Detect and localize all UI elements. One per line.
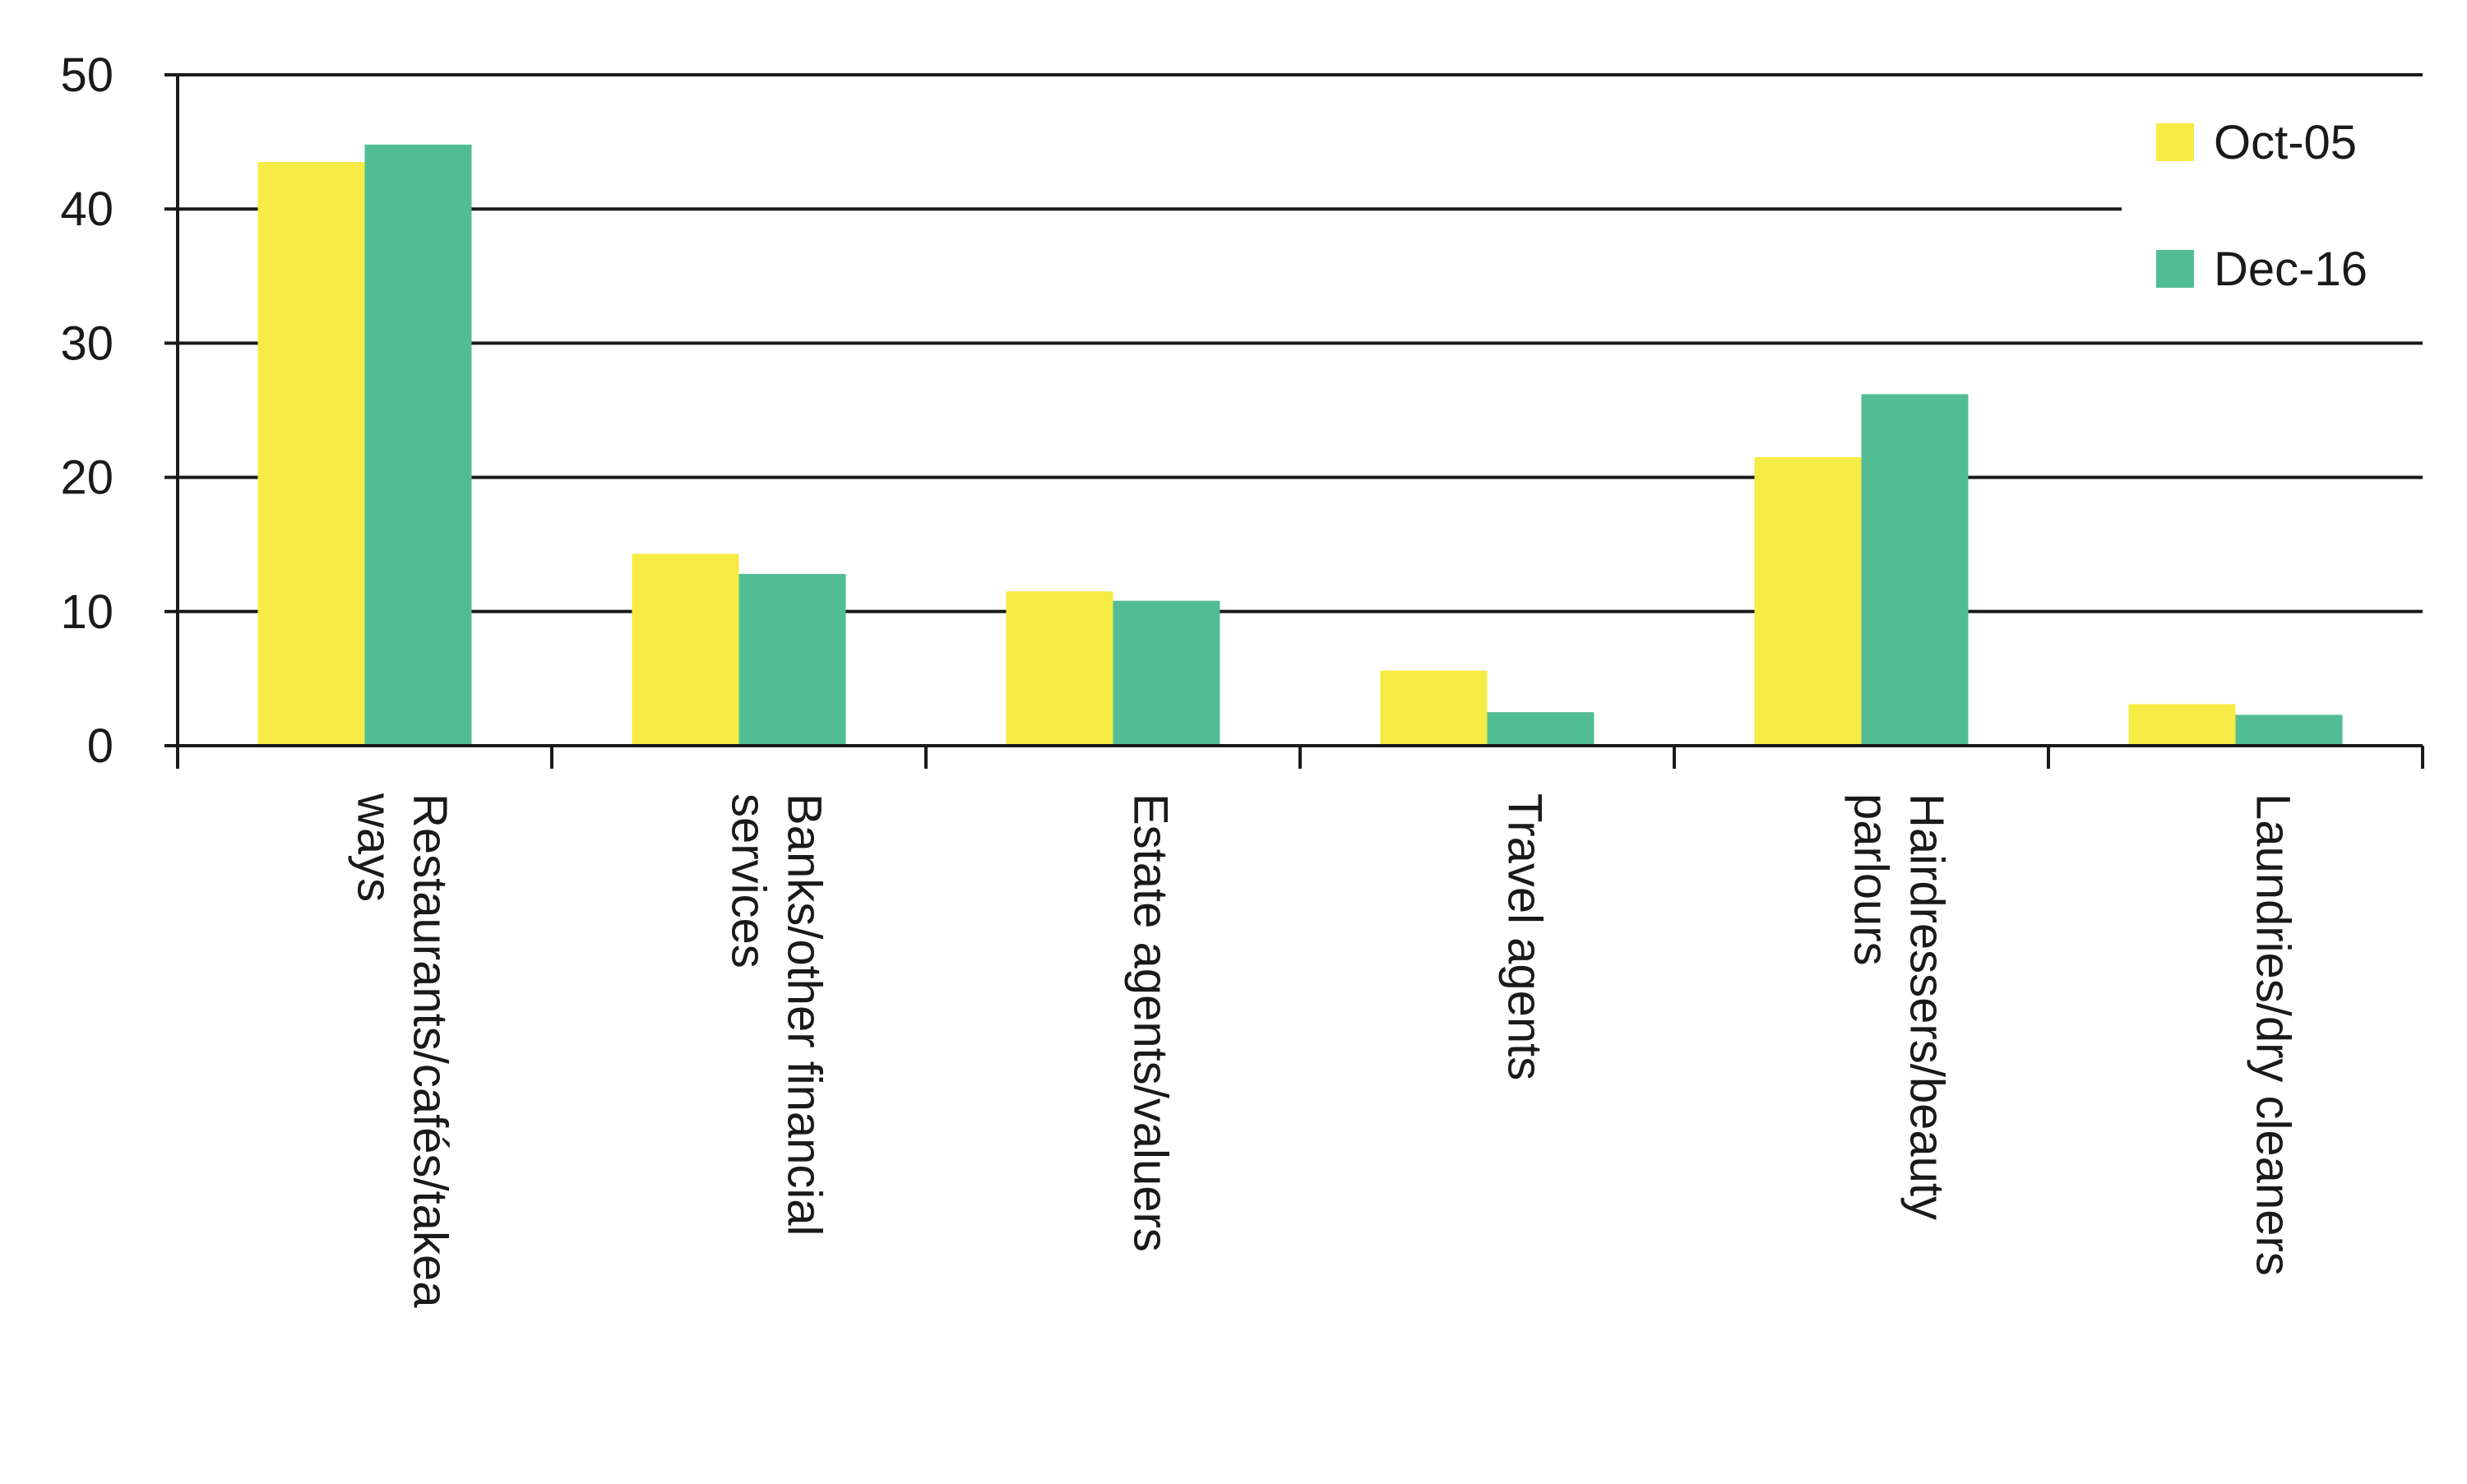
x-category-label-line: services	[722, 793, 775, 969]
bar	[632, 553, 739, 746]
bar	[1754, 457, 1862, 746]
x-category-label: Restaurants/cafés/takeaways	[348, 793, 457, 1308]
x-category-label-line: Hairdressers/beauty	[1900, 793, 1954, 1220]
x-category-label-line: Estate agents/valuers	[1124, 793, 1178, 1252]
y-tick-label: 30	[60, 317, 113, 370]
bar	[1113, 600, 1220, 746]
bar	[2128, 704, 2236, 746]
bar	[1487, 712, 1595, 746]
x-category-label-line: Restaurants/cafés/takea	[404, 793, 457, 1308]
bar	[1006, 591, 1113, 746]
x-category-label-line: parlours	[1844, 793, 1898, 966]
legend-label: Dec-16	[2214, 243, 2367, 296]
x-category-label-line: Banks/other financial	[778, 793, 831, 1236]
x-category-label-line: ways	[348, 793, 401, 902]
bar	[2235, 714, 2343, 746]
y-tick-label: 50	[60, 49, 113, 102]
x-category-label-line: Travel agents	[1498, 793, 1552, 1080]
x-category-label: Banks/other financialservices	[722, 793, 831, 1236]
legend-swatch	[2156, 123, 2194, 161]
x-category-label: Laundries/dry cleaners	[2247, 793, 2300, 1276]
x-category-label-line: Laundries/dry cleaners	[2247, 793, 2300, 1276]
bar	[257, 162, 365, 746]
x-category-label: Hairdressers/beautyparlours	[1844, 793, 1954, 1220]
axes: 0 10 20 30 40 50 Restaurants/cafés/takeaways Ba…	[60, 49, 2424, 1308]
legend-swatch	[2156, 250, 2194, 288]
bars	[257, 144, 2343, 746]
x-category-label: Estate agents/valuers	[1124, 793, 1178, 1252]
y-tick-label: 40	[60, 183, 113, 236]
legend: Oct-05 Dec-16	[2156, 116, 2367, 296]
y-tick-label: 0	[87, 719, 113, 773]
grid-lines	[178, 73, 2423, 613]
bar	[1380, 670, 1488, 746]
y-tick-label: 10	[60, 585, 113, 639]
bar	[738, 574, 846, 746]
legend-label: Oct-05	[2214, 116, 2357, 169]
x-category-label: Travel agents	[1498, 793, 1552, 1080]
y-tick-label: 20	[60, 451, 113, 505]
bar	[364, 144, 472, 746]
bar	[1861, 394, 1969, 746]
